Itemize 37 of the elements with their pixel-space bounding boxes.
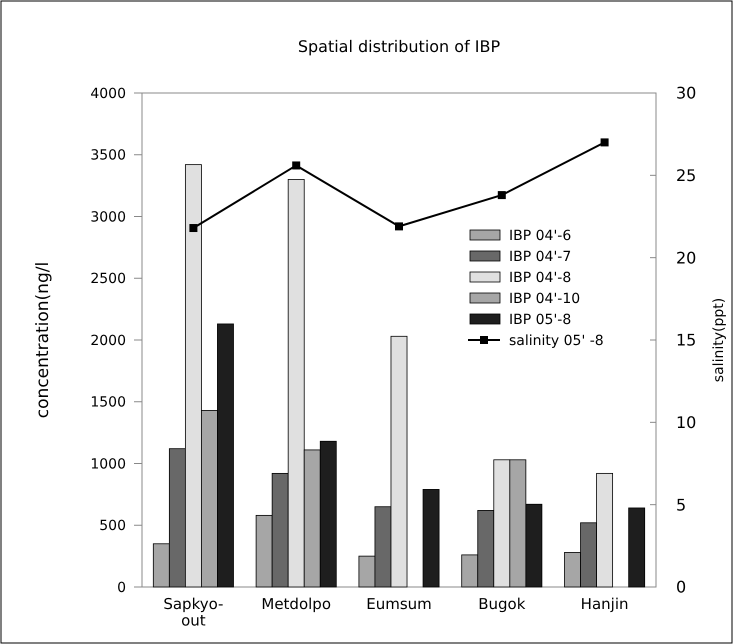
bar [422, 489, 440, 588]
bar [628, 508, 646, 588]
x-tick-label: Bugok [478, 595, 526, 613]
legend-label: salinity 05' -8 [509, 332, 604, 349]
y2-axis-title: salinity(ppt) [711, 298, 727, 382]
x-tick-label: Sapkyo-out [163, 595, 224, 630]
y-tick-label: 2500 [90, 271, 126, 288]
y-tick-label: 1000 [90, 456, 126, 472]
y-tick-label: 4000 [90, 86, 126, 102]
legend-label: IBP 04'-7 [509, 248, 572, 265]
y2-tick-label: 15 [676, 330, 696, 350]
y-tick-label: 3000 [90, 209, 126, 226]
y-tick-label: 2000 [90, 332, 126, 349]
y-axis-title: concentration(ng/l [33, 262, 53, 418]
y2-tick-label: 30 [676, 84, 696, 103]
y-tick-label: 3500 [90, 148, 126, 164]
x-tick-label: Metdolpo [261, 595, 332, 613]
legend-label: IBP 04'-6 [509, 228, 572, 244]
y2-tick-label: 5 [676, 495, 686, 514]
point [600, 138, 609, 146]
y2-tick-label: 25 [676, 166, 696, 185]
y-tick-label: 500 [99, 518, 126, 534]
x-tick-label: Eumsum [366, 595, 432, 613]
point [395, 222, 403, 230]
y-tick-label: 0 [117, 580, 126, 596]
y2-tick-label: 10 [676, 412, 696, 432]
chart-title: Spatial distribution of IBP [298, 37, 500, 56]
point [189, 224, 198, 232]
y-tick-label: 1500 [90, 394, 126, 411]
legend-label: IBP 05'-8 [509, 312, 572, 328]
legend-label: IBP 04'-10 [509, 290, 580, 307]
y2-tick-label: 20 [676, 248, 696, 268]
point [292, 161, 300, 170]
y2-tick-label: 0 [676, 578, 686, 597]
point [498, 191, 506, 200]
x-tick-label: Hanjin [580, 595, 629, 613]
legend-label: IBP 04'-8 [509, 270, 572, 286]
